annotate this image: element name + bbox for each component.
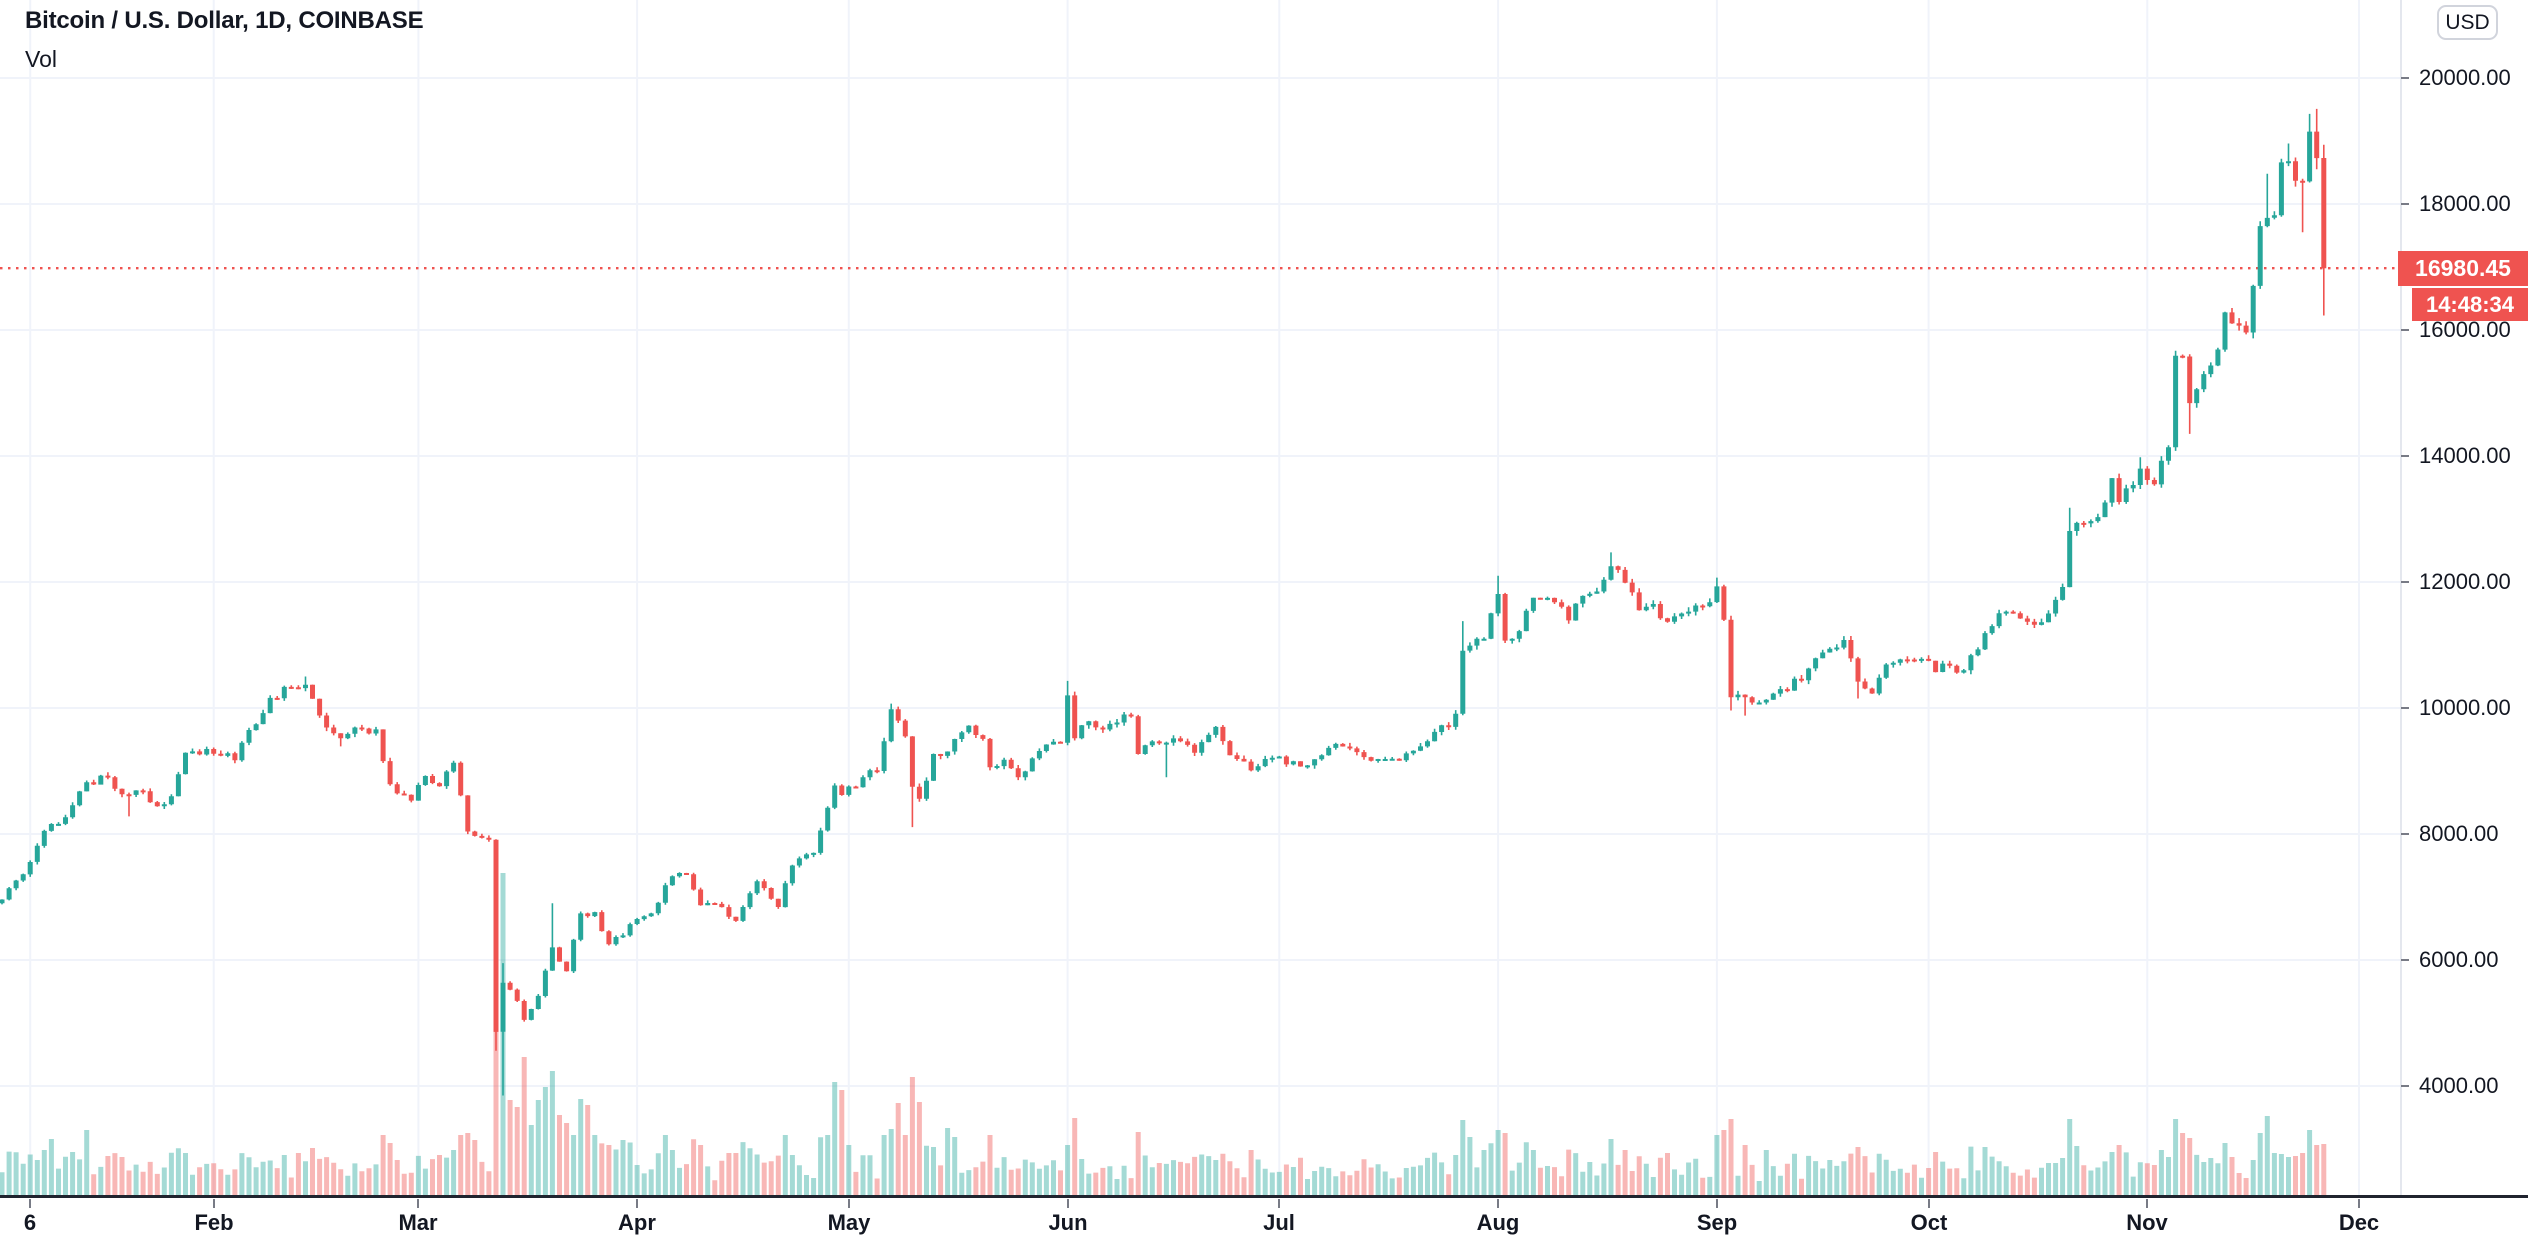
price-tick-mark [2401,455,2409,457]
volume-indicator-label[interactable]: Vol [25,46,57,72]
time-axis-border [0,1195,2528,1198]
time-tick-label: Mar [398,1210,438,1235]
time-tick-mark [29,1199,31,1208]
price-tick-label: 10000.00 [2419,695,2511,720]
time-tick-mark [848,1199,850,1208]
bar-close-countdown: 14:48:34 [2412,288,2528,321]
time-tick-mark [1716,1199,1718,1208]
time-tick-label: Sep [1696,1210,1738,1235]
time-tick-label: Jun [1048,1210,1088,1235]
time-tick-label: Jul [1263,1210,1295,1235]
price-tick-label: 8000.00 [2419,821,2499,846]
time-tick-label: May [827,1210,871,1235]
time-tick-mark [2358,1199,2360,1208]
price-tick-mark [2401,833,2409,835]
price-tick-label: 6000.00 [2419,947,2499,972]
time-tick-label: Dec [2338,1210,2380,1235]
time-tick-mark [1067,1199,1069,1208]
time-tick-mark [2146,1199,2148,1208]
symbol-title[interactable]: Bitcoin / U.S. Dollar, 1D, COINBASE [25,7,424,34]
time-tick-label: Oct [1910,1210,1948,1235]
time-tick-mark [1497,1199,1499,1208]
price-tick-label: 16000.00 [2419,317,2511,342]
price-tick-mark [2401,203,2409,205]
time-tick-label: Nov [2126,1210,2168,1235]
price-tick-mark [2401,707,2409,709]
price-tick-mark [2401,77,2409,79]
price-tick-label: 12000.00 [2419,569,2511,594]
time-tick-mark [417,1199,419,1208]
time-tick-label: 6 [23,1210,37,1235]
candles [0,108,2327,1096]
price-tick-mark [2401,1085,2409,1087]
time-tick-mark [1928,1199,1930,1208]
currency-toggle-button[interactable]: USD [2437,5,2498,40]
time-tick-mark [1278,1199,1280,1208]
price-tick-label: 20000.00 [2419,65,2511,90]
time-tick-mark [213,1199,215,1208]
price-tick-label: 4000.00 [2419,1073,2499,1098]
last-price-label: 16980.45 [2398,251,2528,286]
price-tick-mark [2401,959,2409,961]
time-tick-label: Apr [618,1210,656,1235]
volume-bars [0,873,2327,1195]
price-tick-label: 14000.00 [2419,443,2511,468]
price-tick-label: 18000.00 [2419,191,2511,216]
price-tick-mark [2401,581,2409,583]
time-tick-label: Aug [1476,1210,1520,1235]
time-tick-mark [636,1199,638,1208]
price-tick-mark [2401,329,2409,331]
grid-lines [0,0,2400,1196]
time-tick-label: Feb [194,1210,234,1235]
price-axis-border [2400,0,2402,1196]
